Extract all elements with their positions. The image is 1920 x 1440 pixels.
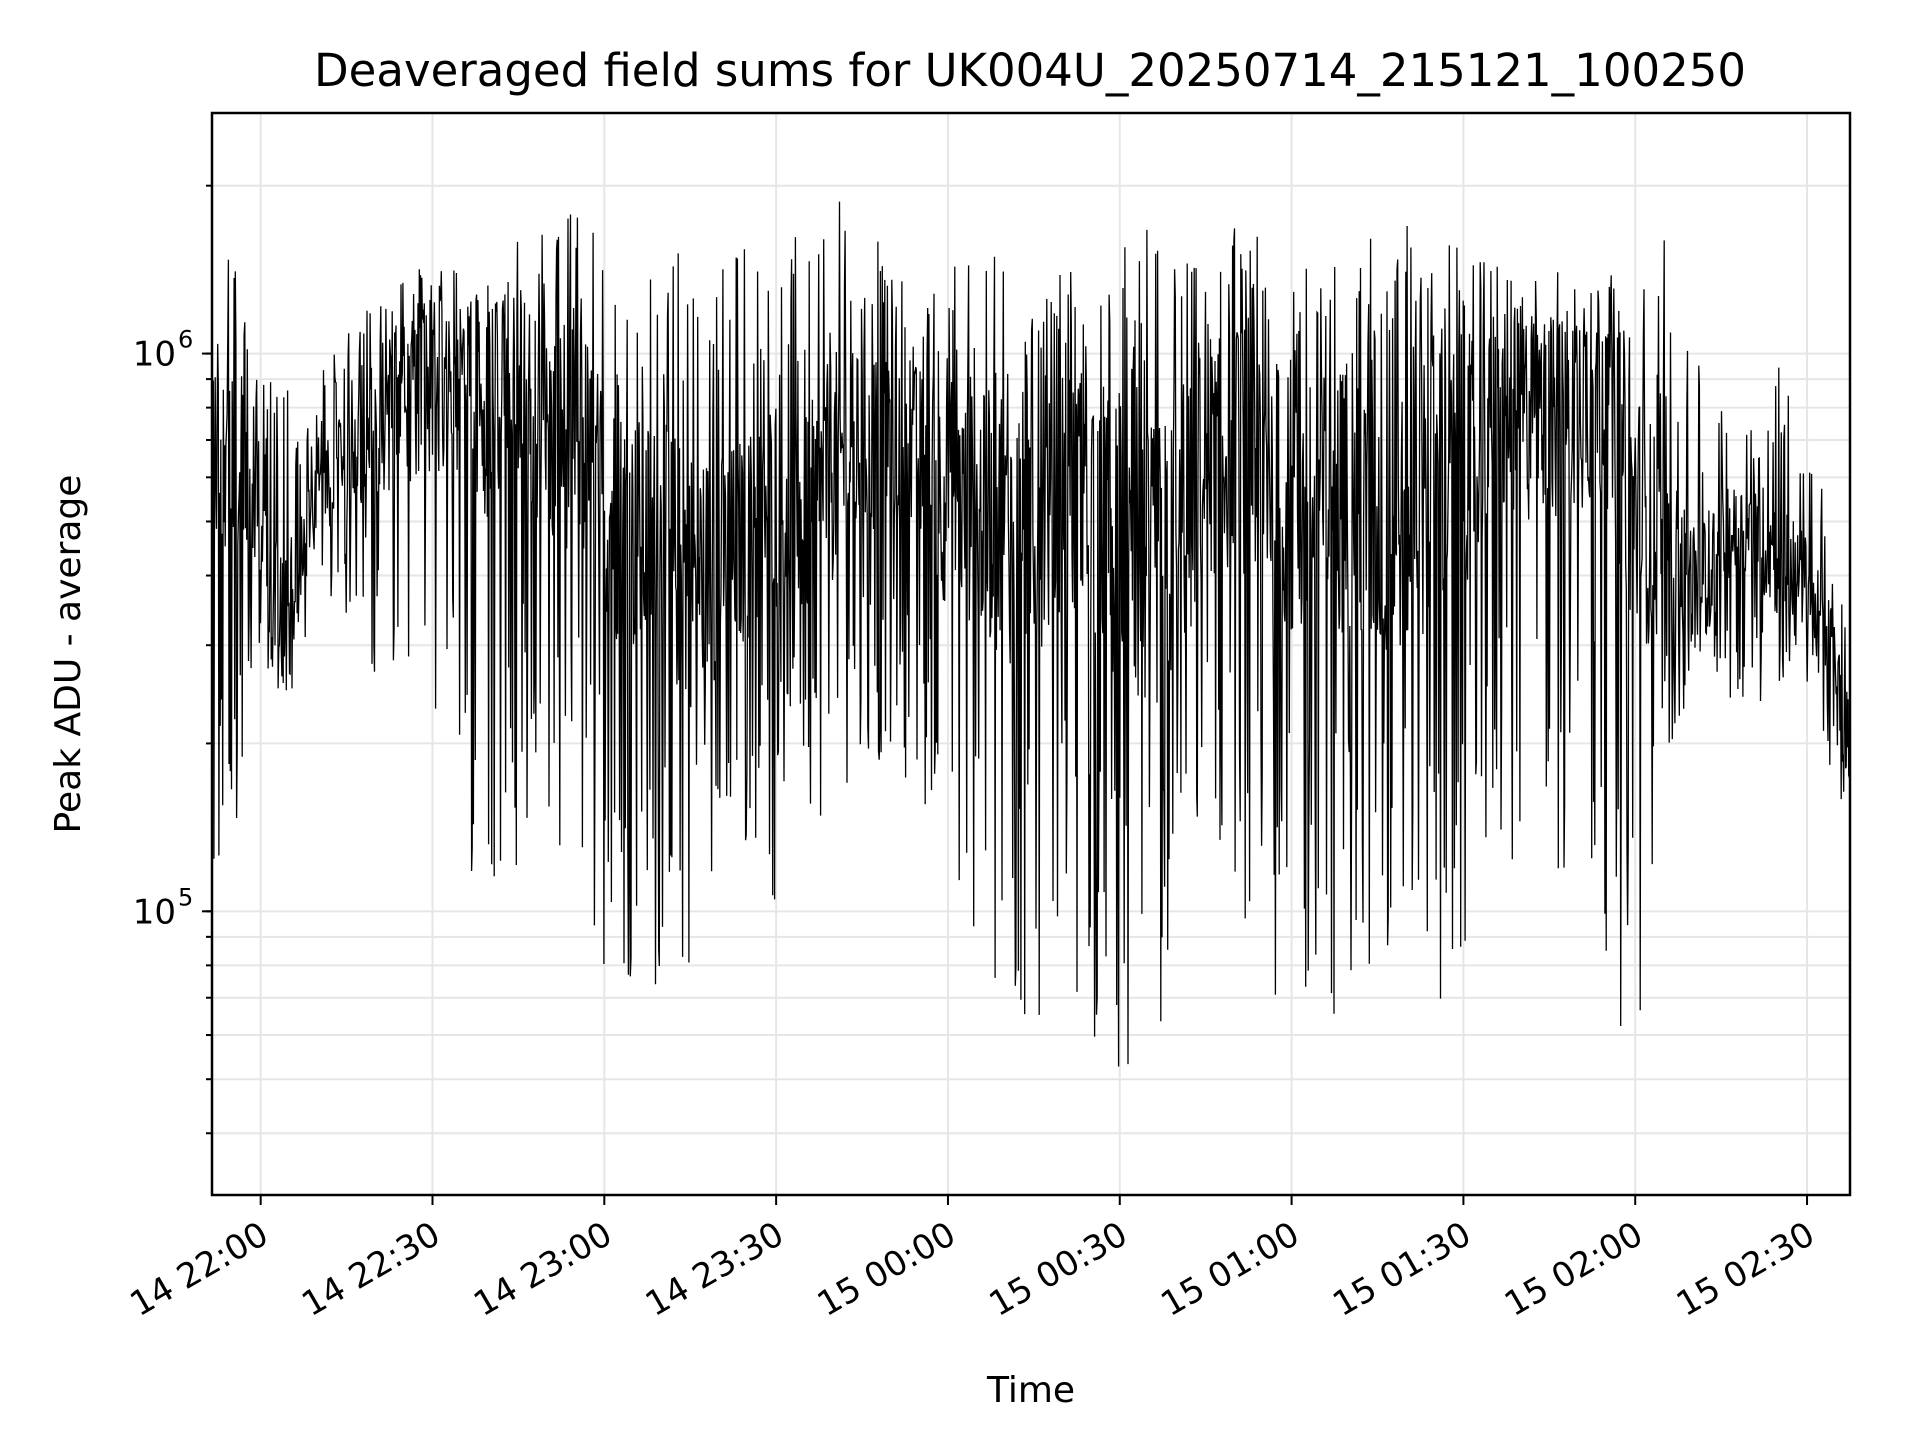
x-tick-label: 14 22:30 <box>295 1214 447 1325</box>
chart-title: Deaveraged field sums for UK004U_2025071… <box>314 44 1746 97</box>
x-tick-label: 14 22:00 <box>123 1214 275 1325</box>
x-tick-label: 14 23:30 <box>639 1214 791 1325</box>
x-tick-label: 15 00:30 <box>983 1214 1135 1325</box>
series-line <box>211 201 1851 1067</box>
x-tick-label: 15 00:00 <box>811 1214 963 1325</box>
y-tick-label-exponent: 5 <box>178 883 193 911</box>
series-polyline <box>211 201 1851 1067</box>
y-tick-label: 10 <box>133 335 176 375</box>
x-tick-label: 14 23:00 <box>467 1214 619 1325</box>
y-axis-label: Peak ADU - average <box>48 475 89 834</box>
y-tick-label-exponent: 6 <box>178 326 193 354</box>
y-tick-label: 10 <box>133 892 176 932</box>
x-tick-label: 15 02:00 <box>1498 1214 1650 1325</box>
x-tick-label: 15 01:30 <box>1326 1214 1478 1325</box>
x-axis-ticks: 14 22:00 14 22:30 14 23:00 14 23:30 15 00:00… <box>123 1195 1822 1325</box>
x-axis-label: Time <box>986 1370 1075 1411</box>
x-tick-label: 15 02:30 <box>1670 1214 1822 1325</box>
x-tick-label: 15 01:00 <box>1154 1214 1306 1325</box>
plot-area-frame <box>210 111 1852 1197</box>
